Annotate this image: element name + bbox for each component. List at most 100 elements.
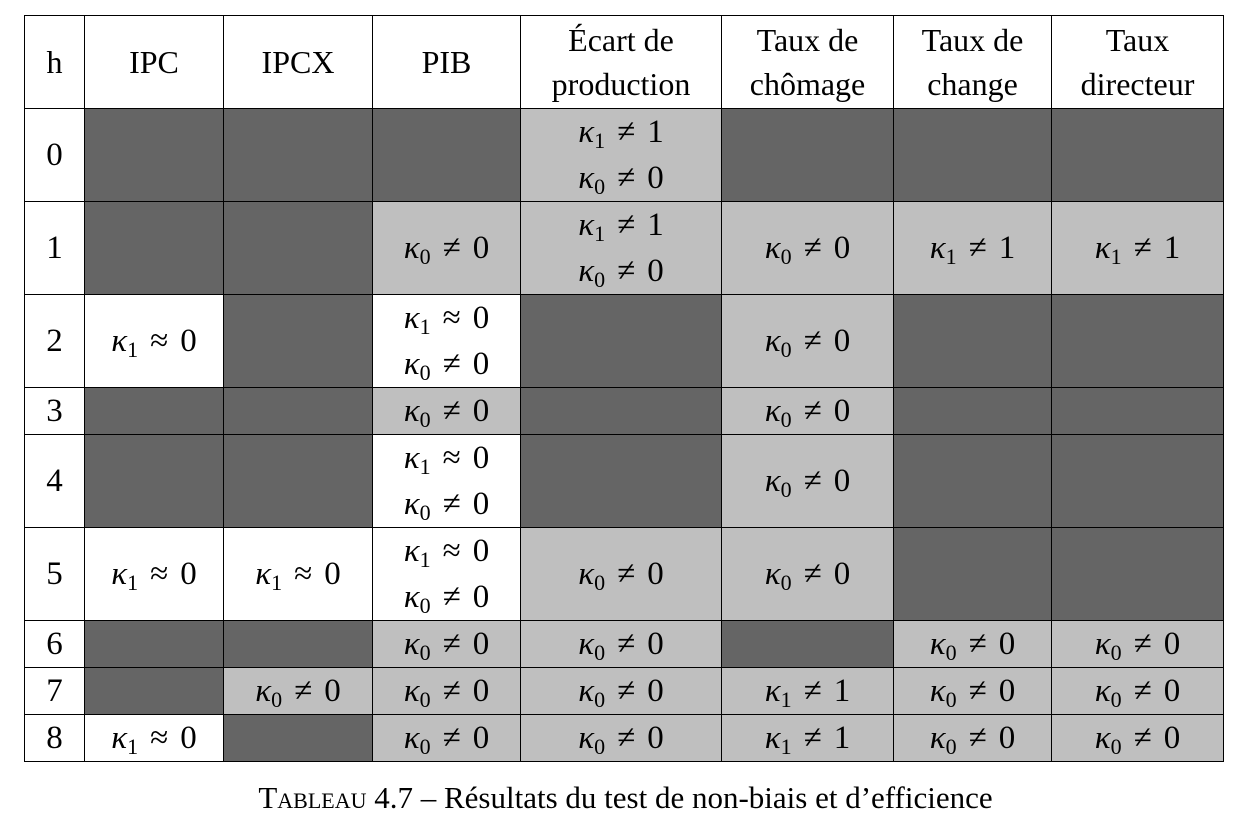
kappa-subscript: 0 (419, 500, 431, 525)
condition: κ0 ≠ 0 (373, 341, 520, 387)
kappa-subscript: 0 (419, 244, 431, 269)
table-cell (84, 620, 224, 668)
table-body: 0 κ1 ≠ 1 κ0 ≠ 0 1 κ0 ≠ 0 κ1 ≠ 1 κ0 ≠ 0 κ0 ≠ 0 κ1 ≠ 1 κ1 ≠ 1 2 κ1 ≈0 κ… (24, 108, 1224, 762)
kappa-subscript: 0 (780, 337, 792, 362)
table-cell: κ1 ≈0 (84, 294, 224, 388)
relation-symbol: ≠ (617, 114, 636, 150)
table-cell: κ1 ≠ 1 (721, 667, 894, 715)
relation-symbol: ≈ (294, 556, 313, 592)
relation-symbol: ≈ (442, 440, 461, 476)
condition-value: 0 (180, 323, 197, 359)
kappa-letter: κ (111, 720, 128, 756)
kappa-letter: κ (403, 440, 420, 476)
table-cell (84, 108, 224, 202)
kappa-symbol: κ0 (578, 253, 606, 292)
header-taux-de-change: Taux de change (893, 15, 1052, 109)
header-row: h IPC IPCX PIB Écart de production Taux … (24, 15, 1224, 109)
kappa-subscript: 0 (1110, 640, 1122, 665)
relation-symbol: ≠ (617, 160, 636, 196)
table-cell (223, 620, 373, 668)
table-cell: κ0 ≠ 0 (1051, 714, 1224, 762)
relation-symbol: ≈ (442, 533, 461, 569)
condition-value: 1 (998, 230, 1016, 266)
condition-value: 0 (472, 393, 490, 429)
table-cell (223, 387, 373, 435)
condition: κ1 ≠ 1 (722, 715, 893, 761)
condition-value: 0 (180, 556, 197, 592)
condition: κ1 ≠ 1 (521, 109, 721, 155)
kappa-symbol: κ0 (765, 556, 792, 594)
condition-value: 1 (833, 673, 851, 709)
condition: κ0 ≠ 0 (894, 621, 1051, 667)
relation-symbol: ≠ (617, 626, 636, 662)
relation-symbol: ≠ (442, 393, 461, 429)
kappa-symbol: κ0 (578, 626, 606, 665)
condition: κ0 ≠ 0 (722, 551, 893, 597)
kappa-symbol: κ1 (765, 720, 792, 758)
table-cell: κ0 ≠ 0 (721, 434, 894, 528)
kappa-subscript: 1 (594, 128, 606, 153)
table-cell (84, 387, 224, 435)
table-cell: κ1 ≠ 1 (893, 201, 1052, 295)
condition: κ0 ≠ 0 (894, 715, 1051, 761)
condition-value: 0 (472, 673, 490, 709)
kappa-subscript: 0 (780, 407, 792, 432)
kappa-symbol: κ0 (404, 486, 431, 525)
kappa-subscript: 0 (419, 640, 431, 665)
condition-value: 0 (647, 160, 664, 196)
condition-value: 0 (472, 346, 490, 382)
kappa-letter: κ (578, 253, 595, 289)
kappa-subscript: 0 (594, 640, 606, 665)
kappa-letter: κ (764, 393, 781, 429)
header-taux-directeur: Taux directeur (1051, 15, 1224, 109)
table-cell (520, 294, 722, 388)
kappa-symbol: κ0 (930, 720, 957, 759)
kappa-letter: κ (403, 673, 420, 709)
row-h-label: 1 (24, 201, 85, 295)
condition: κ0 ≠ 0 (521, 248, 721, 294)
table-cell: κ0 ≠ 0 (1051, 667, 1224, 715)
kappa-letter: κ (578, 160, 595, 196)
condition-value: 1 (1163, 230, 1181, 266)
table-cell: κ0 ≠ 0 (1051, 620, 1224, 668)
table-cell (1051, 434, 1224, 528)
caption-text: Résultats du test de non-biais et d’effi… (444, 780, 993, 815)
kappa-symbol: κ1 (403, 533, 431, 571)
kappa-symbol: κ1 (111, 556, 138, 594)
table-cell: κ0 ≠ 0 (372, 667, 521, 715)
table-row: 1 κ0 ≠ 0 κ1 ≠ 1 κ0 ≠ 0 κ0 ≠ 0 κ1 ≠ 1 κ1 ≠ 1 (24, 201, 1224, 295)
kappa-subscript: 0 (945, 687, 957, 712)
condition: κ1 ≠ 1 (894, 225, 1051, 271)
table-cell (893, 387, 1052, 435)
table-cell (223, 294, 373, 388)
table-cell: κ0 ≠ 0 (721, 527, 894, 621)
kappa-symbol: κ0 (403, 346, 431, 385)
kappa-subscript: 0 (594, 267, 606, 292)
condition-value: 0 (472, 626, 490, 662)
condition-value: 1 (833, 720, 851, 756)
condition: κ0 ≠ 0 (1052, 668, 1223, 714)
kappa-subscript: 1 (127, 337, 139, 362)
condition: κ0 ≠ 0 (722, 458, 893, 504)
kappa-letter: κ (403, 346, 420, 382)
kappa-subscript: 0 (419, 687, 431, 712)
kappa-subscript: 1 (419, 454, 431, 479)
table-cell: κ1 ≈0 κ0 ≠ 0 (372, 294, 521, 388)
caption-label: Tableau 4.7 (258, 780, 413, 815)
kappa-letter: κ (1094, 626, 1111, 662)
condition-value: 0 (833, 230, 851, 266)
table-cell (520, 434, 722, 528)
kappa-symbol: κ0 (1095, 673, 1122, 711)
kappa-subscript: 0 (419, 360, 431, 385)
row-h-label: 6 (24, 620, 85, 668)
condition: κ1 ≈0 (85, 715, 223, 761)
kappa-subscript: 0 (945, 734, 957, 759)
kappa-subscript: 1 (594, 221, 606, 246)
kappa-letter: κ (403, 533, 420, 569)
table-caption: Tableau 4.7 – Résultats du test de non-b… (0, 780, 1251, 816)
table-cell (893, 294, 1052, 388)
kappa-letter: κ (764, 463, 781, 499)
kappa-symbol: κ0 (578, 720, 605, 758)
table-cell: κ0 ≠ 0 (372, 620, 521, 668)
row-h-label: 3 (24, 387, 85, 435)
